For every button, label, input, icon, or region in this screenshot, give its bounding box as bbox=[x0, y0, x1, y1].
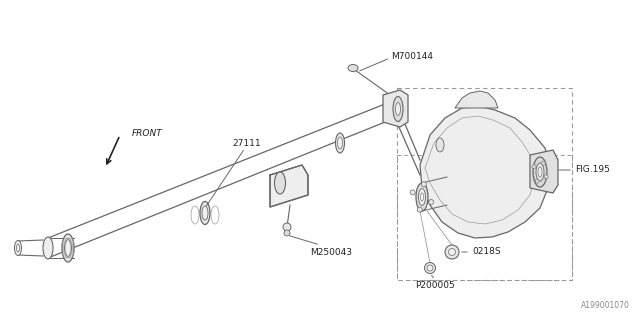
Polygon shape bbox=[455, 91, 498, 108]
Circle shape bbox=[421, 182, 426, 187]
Circle shape bbox=[410, 190, 415, 195]
Circle shape bbox=[541, 161, 545, 165]
Ellipse shape bbox=[202, 206, 208, 220]
Text: A199001070: A199001070 bbox=[581, 301, 630, 310]
Ellipse shape bbox=[17, 244, 19, 252]
Polygon shape bbox=[383, 90, 408, 127]
Polygon shape bbox=[530, 150, 558, 193]
Ellipse shape bbox=[445, 245, 459, 259]
Ellipse shape bbox=[335, 133, 344, 153]
Ellipse shape bbox=[533, 157, 547, 187]
Ellipse shape bbox=[348, 65, 358, 71]
Ellipse shape bbox=[275, 172, 285, 194]
Ellipse shape bbox=[449, 249, 456, 255]
Ellipse shape bbox=[62, 234, 74, 262]
Text: 27111: 27111 bbox=[232, 139, 260, 148]
Text: M250043: M250043 bbox=[310, 247, 352, 257]
Ellipse shape bbox=[393, 97, 403, 122]
Ellipse shape bbox=[427, 265, 433, 271]
Ellipse shape bbox=[420, 193, 424, 201]
Ellipse shape bbox=[283, 223, 291, 231]
Circle shape bbox=[544, 175, 548, 179]
Text: P200005: P200005 bbox=[415, 281, 455, 290]
Ellipse shape bbox=[284, 230, 290, 236]
Text: FIG.195: FIG.195 bbox=[575, 164, 610, 173]
Ellipse shape bbox=[436, 138, 444, 152]
Circle shape bbox=[535, 179, 539, 183]
Ellipse shape bbox=[396, 102, 401, 116]
Circle shape bbox=[429, 200, 434, 204]
Text: FRONT: FRONT bbox=[132, 129, 163, 138]
Polygon shape bbox=[420, 106, 550, 238]
Ellipse shape bbox=[15, 241, 22, 255]
Ellipse shape bbox=[538, 167, 542, 177]
Text: 0218S: 0218S bbox=[472, 246, 500, 255]
Ellipse shape bbox=[337, 137, 342, 149]
Ellipse shape bbox=[419, 188, 426, 205]
Ellipse shape bbox=[416, 183, 428, 211]
Text: M700144: M700144 bbox=[391, 52, 433, 60]
Circle shape bbox=[417, 207, 422, 212]
Polygon shape bbox=[270, 165, 308, 207]
Circle shape bbox=[532, 165, 536, 169]
Ellipse shape bbox=[200, 202, 210, 225]
Ellipse shape bbox=[65, 239, 72, 257]
Ellipse shape bbox=[43, 237, 53, 259]
Ellipse shape bbox=[424, 262, 435, 274]
Ellipse shape bbox=[536, 163, 544, 181]
